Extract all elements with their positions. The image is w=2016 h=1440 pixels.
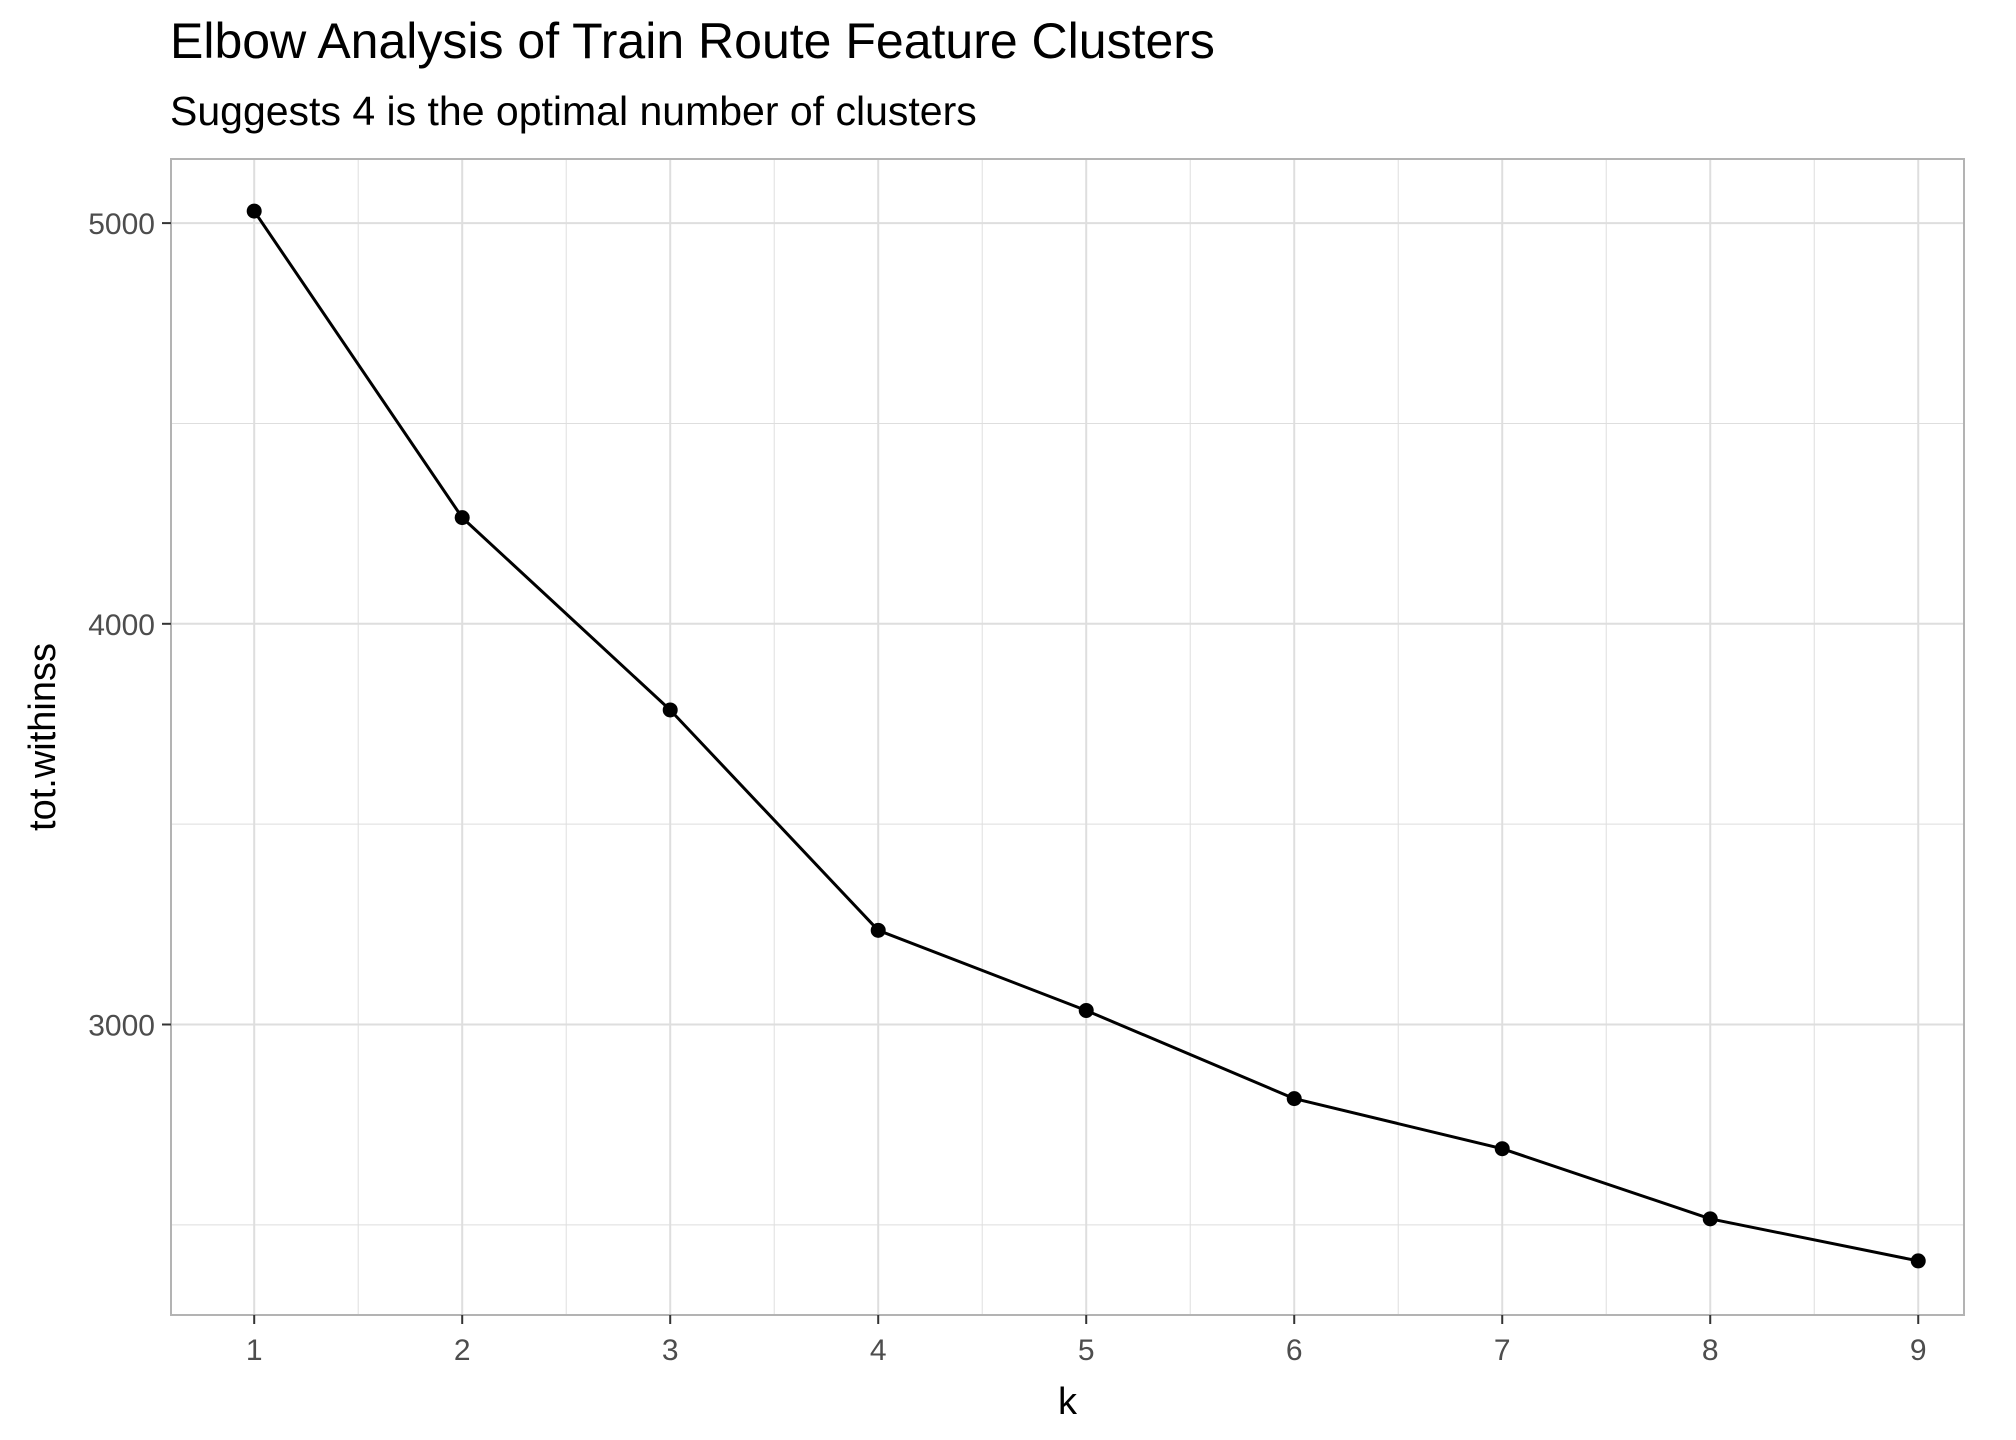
data-point: [870, 922, 886, 938]
y-tick-label: 3000: [88, 1009, 155, 1042]
x-tick-label: 9: [1910, 1334, 1927, 1367]
data-points: [246, 203, 1926, 1269]
data-point: [662, 702, 678, 718]
y-tick-label: 5000: [88, 208, 155, 241]
x-tick-label: 2: [454, 1334, 471, 1367]
x-tick-label: 8: [1702, 1334, 1719, 1367]
x-tick-label: 6: [1286, 1334, 1303, 1367]
data-point: [1702, 1211, 1718, 1227]
x-tick-label: 5: [1078, 1334, 1095, 1367]
chart-title: Elbow Analysis of Train Route Feature Cl…: [170, 13, 1215, 69]
chart-subtitle: Suggests 4 is the optimal number of clus…: [170, 88, 977, 134]
x-axis-ticks: 1 2 3 4 5 6 7 8 9: [246, 1315, 1927, 1367]
x-tick-label: 1: [246, 1334, 263, 1367]
x-tick-label: 7: [1494, 1334, 1511, 1367]
minor-gridlines: [171, 159, 1964, 1315]
x-tick-label: 4: [870, 1334, 887, 1367]
major-gridlines: [171, 159, 1964, 1315]
x-tick-label: 3: [662, 1334, 679, 1367]
data-point: [1286, 1091, 1302, 1107]
x-axis-title: k: [1058, 1381, 1078, 1423]
data-point: [246, 203, 262, 219]
y-axis-ticks: 3000 4000 5000: [88, 208, 171, 1042]
data-point: [1494, 1141, 1510, 1157]
y-tick-label: 4000: [88, 609, 155, 642]
data-point: [1910, 1253, 1926, 1269]
data-point: [1078, 1002, 1094, 1018]
data-point: [454, 510, 470, 526]
y-axis-title: tot.withinss: [22, 643, 64, 831]
panel-border: [170, 158, 1965, 1316]
